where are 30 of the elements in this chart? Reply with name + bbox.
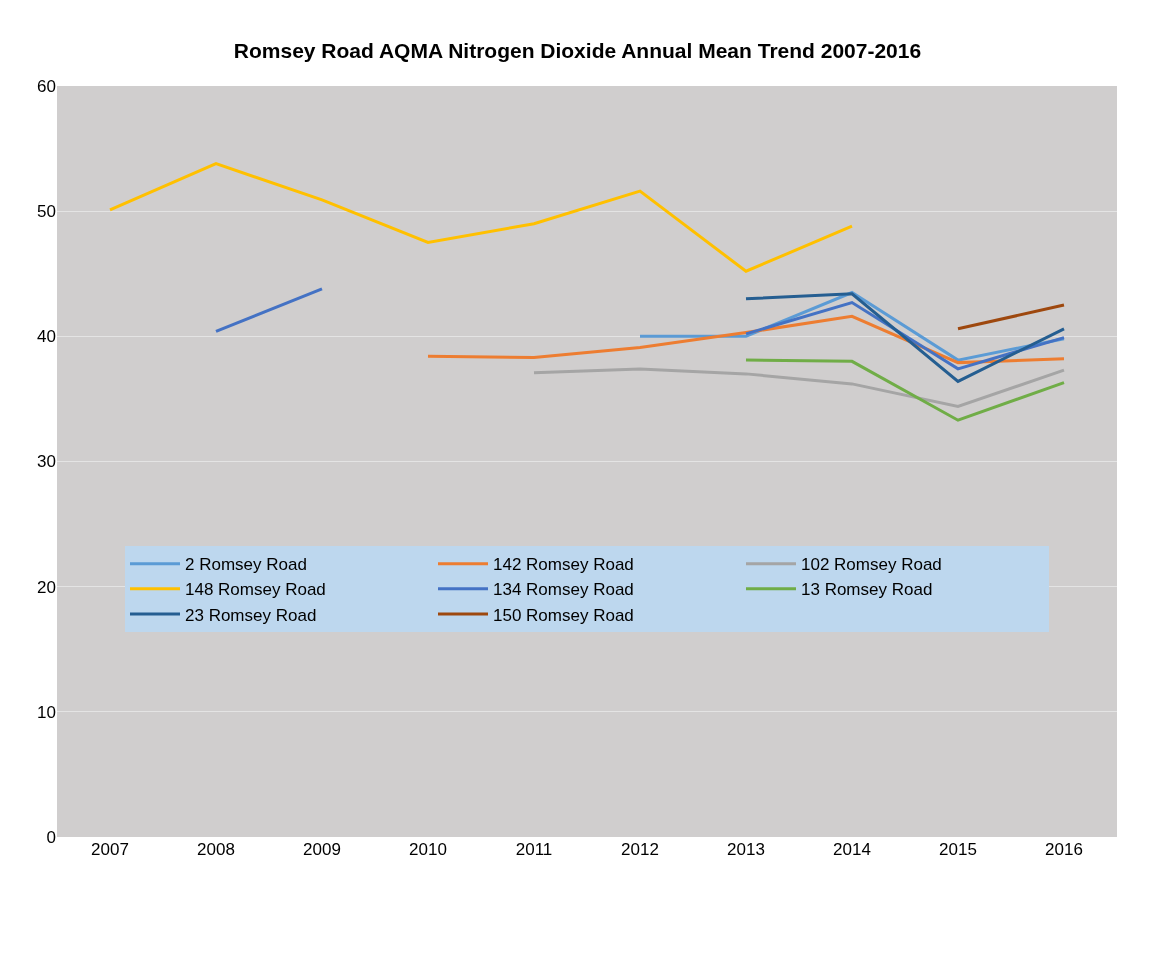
x-tick-label: 2012 [621, 840, 659, 859]
legend-label: 148 Romsey Road [185, 580, 326, 600]
line-series [744, 358, 1066, 422]
y-tick-label: 50 [37, 202, 56, 222]
line-series [108, 162, 854, 273]
y-tick-label: 30 [37, 452, 56, 472]
legend-label: 13 Romsey Road [801, 580, 933, 600]
chart-title: Romsey Road AQMA Nitrogen Dioxide Annual Mean Trend 2007-2016 [233, 39, 922, 63]
x-tick-label: 2014 [833, 840, 871, 859]
x-tick-label: 2015 [939, 840, 977, 859]
y-tick-label: 60 [37, 76, 56, 96]
legend-label: 23 Romsey Road [185, 605, 317, 625]
x-tick-label: 2010 [409, 840, 447, 859]
y-tick-label: 0 [46, 827, 56, 847]
line-series [532, 367, 1066, 408]
line-series [744, 292, 1066, 383]
x-tick-label: 2016 [1045, 840, 1083, 859]
y-tick-label: 20 [37, 577, 56, 597]
legend-label: 134 Romsey Road [493, 580, 634, 600]
legend-label: 142 Romsey Road [493, 555, 634, 575]
legend-label: 150 Romsey Road [493, 605, 634, 625]
legend-label: 2 Romsey Road [185, 555, 307, 575]
x-tick-label: 2009 [303, 840, 341, 859]
x-tick-label: 2008 [197, 840, 235, 859]
y-tick-label: 10 [37, 702, 56, 722]
y-tick-label: 40 [37, 327, 56, 347]
x-tick-label: 2011 [515, 840, 553, 859]
x-tick-label: 2007 [91, 840, 129, 859]
legend-label: 102 Romsey Road [801, 555, 942, 575]
x-tick-label: 2013 [727, 840, 765, 859]
